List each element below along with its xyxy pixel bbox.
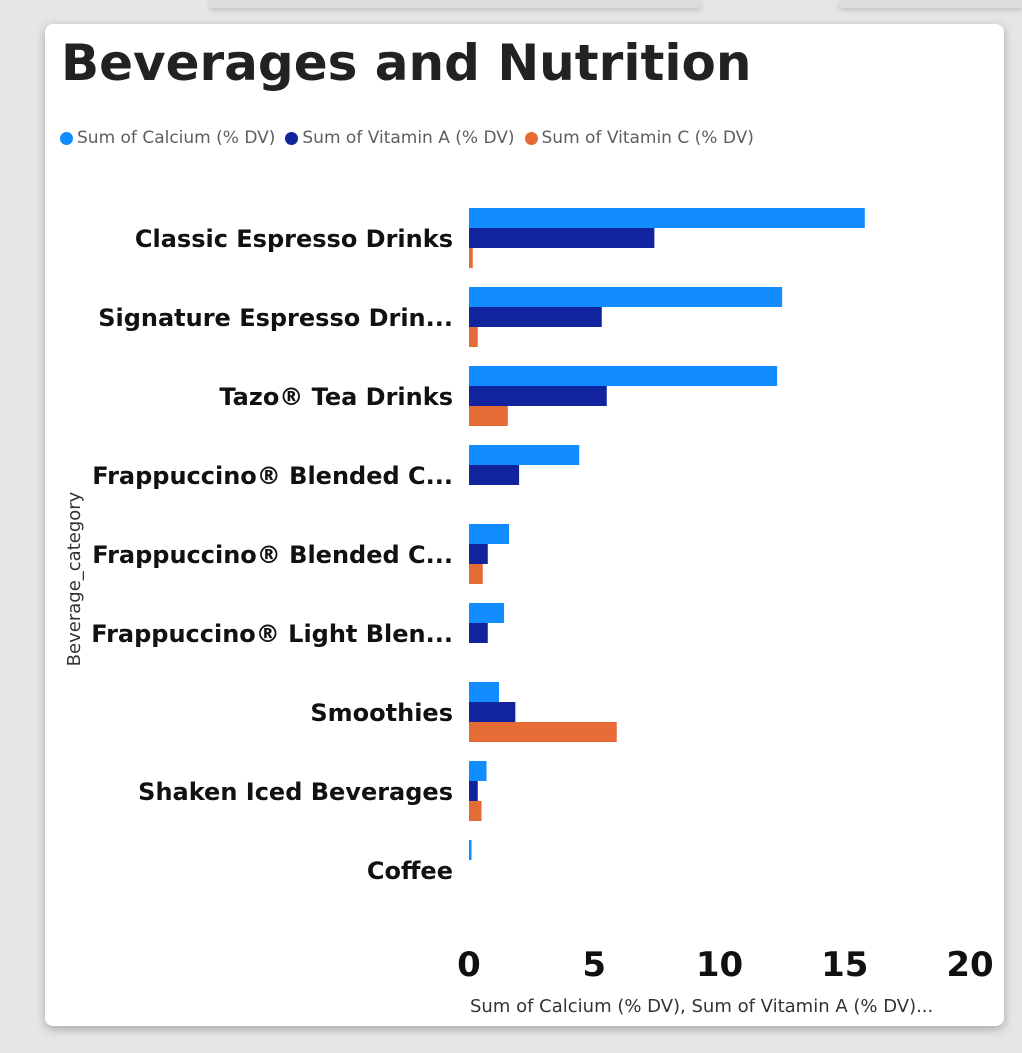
category-label-3: Tazo® Tea Drinks bbox=[219, 383, 453, 411]
chart-title: Beverages and Nutrition bbox=[61, 34, 752, 92]
x-tick-label-0: 0 bbox=[457, 945, 481, 985]
legend-marker-vitamin-a bbox=[285, 131, 299, 145]
bar-sum-of-calcium-dv-5[interactable] bbox=[469, 524, 510, 544]
bar-sum-of-vitamin-c-dv-3[interactable] bbox=[469, 406, 508, 426]
bar-sum-of-vitamin-c-dv-1[interactable] bbox=[469, 248, 473, 268]
bar-sum-of-calcium-dv-8[interactable] bbox=[469, 761, 487, 781]
bar-sum-of-vitamin-c-dv-2[interactable] bbox=[469, 327, 478, 347]
bar-sum-of-calcium-dv-7[interactable] bbox=[469, 682, 500, 702]
legend-label-vitamin-c: Sum of Vitamin C (% DV) bbox=[541, 128, 754, 148]
legend-marker-calcium bbox=[60, 131, 73, 145]
bar-sum-of-vitamin-c-dv-8[interactable] bbox=[469, 801, 482, 821]
category-label-4: Frappuccino® Blended C... bbox=[92, 462, 453, 490]
bar-sum-of-vitamin-a-dv-5[interactable] bbox=[469, 544, 488, 564]
category-label-8: Shaken Iced Beverages bbox=[138, 778, 453, 806]
x-tick-label-10: 10 bbox=[696, 945, 743, 985]
bar-sum-of-vitamin-a-dv-6[interactable] bbox=[469, 623, 488, 643]
background-panel-edge bbox=[840, 0, 1022, 8]
x-tick-label-15: 15 bbox=[821, 945, 868, 985]
bar-sum-of-vitamin-a-dv-3[interactable] bbox=[469, 386, 607, 406]
x-tick-label-20: 20 bbox=[946, 945, 993, 985]
legend: Sum of Calcium (% DV) Sum of Vitamin A (… bbox=[60, 128, 764, 148]
bar-sum-of-vitamin-a-dv-7[interactable] bbox=[469, 702, 516, 722]
chart-card: Beverages and Nutrition Sum of Calcium (… bbox=[45, 24, 1004, 1026]
background-panel-edge bbox=[210, 0, 700, 8]
bar-sum-of-vitamin-a-dv-8[interactable] bbox=[469, 781, 478, 801]
bar-sum-of-vitamin-c-dv-7[interactable] bbox=[469, 722, 617, 742]
category-label-9: Coffee bbox=[367, 857, 453, 885]
x-axis-title: Sum of Calcium (% DV), Sum of Vitamin A … bbox=[470, 996, 933, 1017]
bar-sum-of-vitamin-a-dv-4[interactable] bbox=[469, 465, 520, 485]
category-label-7: Smoothies bbox=[310, 699, 453, 727]
category-label-2: Signature Espresso Drin... bbox=[98, 304, 453, 332]
bar-sum-of-calcium-dv-3[interactable] bbox=[469, 366, 778, 386]
bar-sum-of-calcium-dv-2[interactable] bbox=[469, 287, 783, 307]
legend-item-vitamin-a[interactable]: Sum of Vitamin A (% DV) bbox=[285, 128, 515, 148]
bar-sum-of-vitamin-c-dv-5[interactable] bbox=[469, 564, 483, 584]
legend-label-vitamin-a: Sum of Vitamin A (% DV) bbox=[302, 128, 515, 148]
category-label-5: Frappuccino® Blended C... bbox=[92, 541, 453, 569]
category-label-6: Frappuccino® Light Blen... bbox=[91, 620, 453, 648]
category-label-1: Classic Espresso Drinks bbox=[135, 225, 453, 253]
bar-sum-of-calcium-dv-1[interactable] bbox=[469, 208, 865, 228]
bar-sum-of-calcium-dv-6[interactable] bbox=[469, 603, 505, 623]
bar-sum-of-vitamin-a-dv-2[interactable] bbox=[469, 307, 602, 327]
bar-sum-of-calcium-dv-4[interactable] bbox=[469, 445, 580, 465]
legend-label-calcium: Sum of Calcium (% DV) bbox=[77, 128, 276, 148]
bar-sum-of-vitamin-a-dv-1[interactable] bbox=[469, 228, 655, 248]
bar-sum-of-calcium-dv-9[interactable] bbox=[469, 840, 472, 860]
x-tick-label-5: 5 bbox=[582, 945, 606, 985]
bar-chart: Beverage_category Sum of Calcium (% DV),… bbox=[64, 208, 994, 1017]
y-axis-title: Beverage_category bbox=[64, 491, 85, 666]
legend-marker-vitamin-c bbox=[524, 131, 538, 145]
legend-item-calcium[interactable]: Sum of Calcium (% DV) bbox=[60, 128, 275, 148]
legend-item-vitamin-c[interactable]: Sum of Vitamin C (% DV) bbox=[524, 128, 754, 148]
